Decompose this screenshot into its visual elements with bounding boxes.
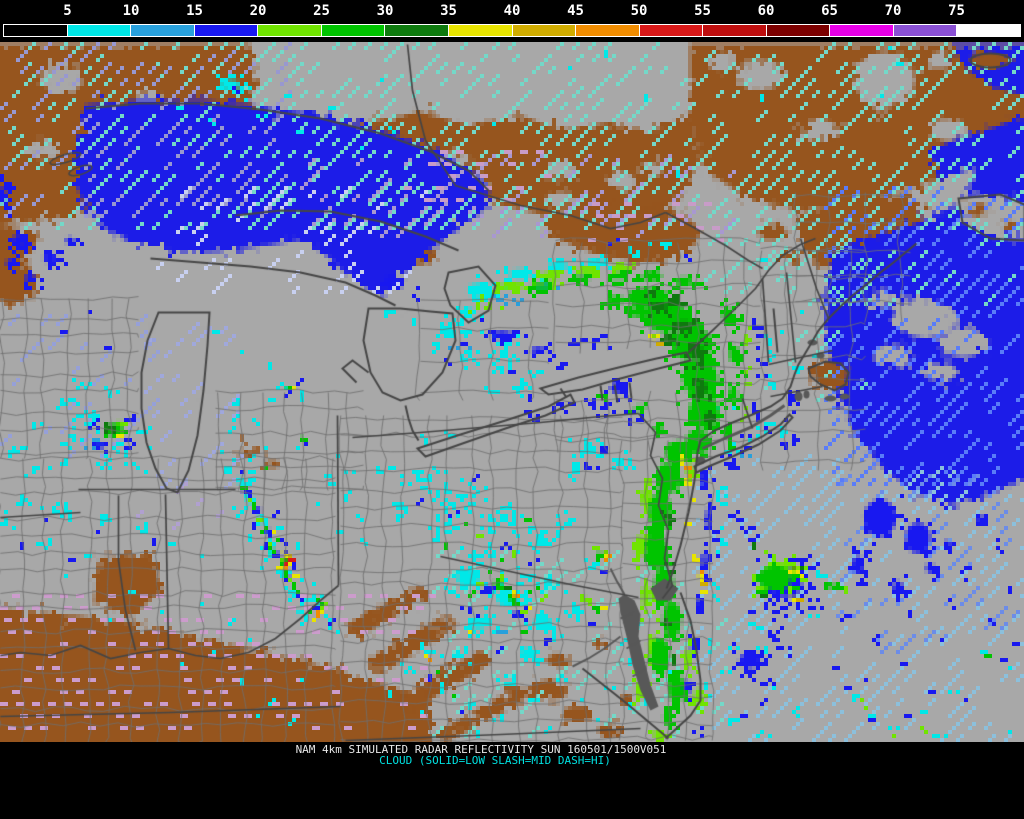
colorbar-tick-label: 25 xyxy=(313,3,330,19)
colorbar-cell xyxy=(66,25,131,36)
colorbar-cell xyxy=(638,25,703,36)
colorbar-cell xyxy=(765,25,830,36)
colorbar-tick-label: 65 xyxy=(821,3,838,19)
colorbar-cell xyxy=(956,25,1020,36)
colorbar-tick-label: 75 xyxy=(948,3,965,19)
product-caption: NAM 4km SIMULATED RADAR REFLECTIVITY SUN… xyxy=(295,743,667,756)
colorbar-tick-label: 15 xyxy=(186,3,203,19)
colorbar-tick-label: 20 xyxy=(249,3,267,19)
reflectivity-colorbar xyxy=(3,24,1021,37)
colorbar-cell xyxy=(511,25,576,36)
colorbar-tick-label: 55 xyxy=(694,3,711,19)
colorbar-cell xyxy=(384,25,448,36)
colorbar-tick-label: 70 xyxy=(884,3,902,19)
colorbar-tick-label: 45 xyxy=(567,3,584,19)
colorbar-tick-label: 40 xyxy=(503,3,521,19)
colorbar-cell xyxy=(320,25,385,36)
colorbar-tick-label: 35 xyxy=(440,3,457,19)
colorbar-tick-label: 10 xyxy=(122,3,140,19)
radar-map xyxy=(0,42,1024,742)
colorbar-cell xyxy=(257,25,321,36)
cloud-legend-caption: CLOUD (SOLID=LOW SLASH=MID DASH=HI) xyxy=(379,754,611,767)
colorbar-tick-label: 60 xyxy=(757,3,775,19)
colorbar-cell xyxy=(892,25,957,36)
colorbar-cell xyxy=(4,25,67,36)
colorbar-tick-label: 5 xyxy=(63,3,72,19)
colorbar-tick-label: 30 xyxy=(376,3,394,19)
colorbar-cell xyxy=(829,25,893,36)
colorbar-cell xyxy=(702,25,766,36)
map-overlay-canvas xyxy=(0,42,1024,742)
colorbar-tick-label: 50 xyxy=(630,3,648,19)
colorbar-cell xyxy=(193,25,258,36)
colorbar-cell xyxy=(447,25,512,36)
colorbar-cell xyxy=(575,25,639,36)
colorbar-cell xyxy=(130,25,194,36)
colorbar-tick-labels: 5 10 15 20 25 30 35 40 45 50 55 60 65 70 75 xyxy=(0,3,1024,21)
